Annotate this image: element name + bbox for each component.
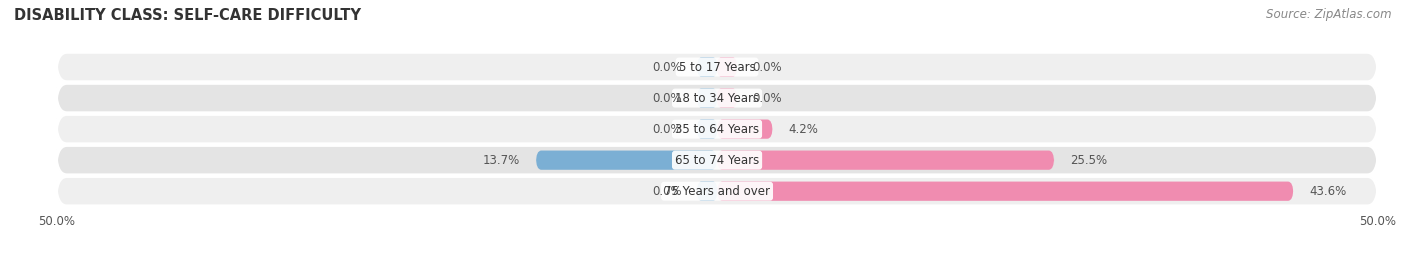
FancyBboxPatch shape [697,89,717,108]
Legend: Male, Female: Male, Female [650,266,785,269]
Text: 0.0%: 0.0% [652,185,682,198]
Text: 75 Years and over: 75 Years and over [664,185,770,198]
FancyBboxPatch shape [697,57,717,77]
Text: 4.2%: 4.2% [789,123,818,136]
FancyBboxPatch shape [56,115,1378,143]
FancyBboxPatch shape [56,84,1378,112]
FancyBboxPatch shape [56,53,1378,81]
FancyBboxPatch shape [56,146,1378,174]
Text: DISABILITY CLASS: SELF-CARE DIFFICULTY: DISABILITY CLASS: SELF-CARE DIFFICULTY [14,8,361,23]
FancyBboxPatch shape [56,177,1378,206]
FancyBboxPatch shape [717,57,737,77]
Text: 0.0%: 0.0% [652,91,682,105]
Text: 18 to 34 Years: 18 to 34 Years [675,91,759,105]
FancyBboxPatch shape [536,151,717,170]
FancyBboxPatch shape [717,119,772,139]
Text: 13.7%: 13.7% [482,154,520,167]
Text: 0.0%: 0.0% [652,123,682,136]
Text: 65 to 74 Years: 65 to 74 Years [675,154,759,167]
FancyBboxPatch shape [697,119,717,139]
Text: 0.0%: 0.0% [752,61,782,73]
FancyBboxPatch shape [717,151,1054,170]
Text: 25.5%: 25.5% [1070,154,1107,167]
Text: 35 to 64 Years: 35 to 64 Years [675,123,759,136]
Text: 0.0%: 0.0% [652,61,682,73]
FancyBboxPatch shape [717,182,1294,201]
FancyBboxPatch shape [697,182,717,201]
Text: 0.0%: 0.0% [752,91,782,105]
Text: 5 to 17 Years: 5 to 17 Years [679,61,755,73]
Text: Source: ZipAtlas.com: Source: ZipAtlas.com [1267,8,1392,21]
Text: 43.6%: 43.6% [1309,185,1347,198]
FancyBboxPatch shape [717,89,737,108]
